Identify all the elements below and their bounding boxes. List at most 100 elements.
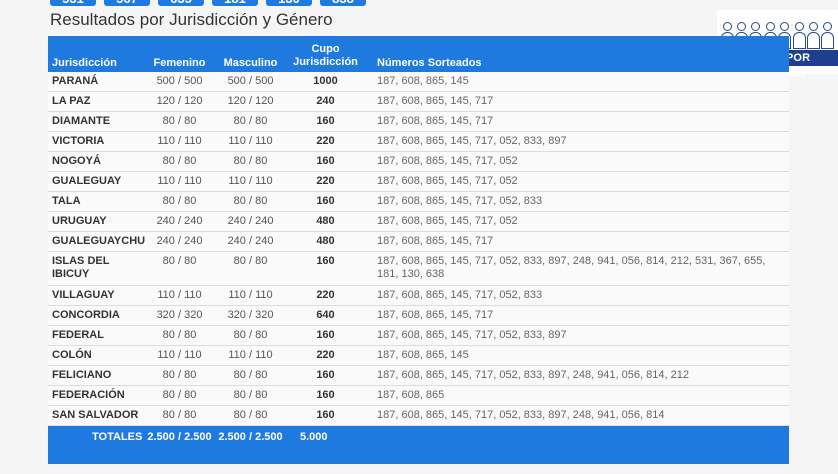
totals-empty-cell <box>365 425 789 464</box>
table-row: VICTORIA 110 / 110 110 / 110 220 187, 608, 8… <box>48 131 789 152</box>
cell-numeros-sorteados: 187, 608, 865, 145 <box>365 72 789 92</box>
col-header-jurisdiccion: Jurisdicción <box>48 36 144 72</box>
cell-cupo: 160 <box>286 405 365 426</box>
cell-jurisdiccion: PARANÁ <box>48 72 144 92</box>
cell-cupo: 220 <box>286 345 365 366</box>
page-title: Resultados por Jurisdicción y Género <box>50 10 333 29</box>
cell-numeros-sorteados: 187, 608, 865, 145, 717, 052, 833, 897, … <box>365 365 789 386</box>
cell-numeros-sorteados: 187, 608, 865, 145, 717, 052 <box>365 211 789 232</box>
totals-row: TOTALES 2.500 / 2.500 2.500 / 2.500 5.00… <box>48 425 789 464</box>
cell-cupo: 160 <box>286 151 365 172</box>
col-header-masculino: Masculino <box>215 36 286 72</box>
cell-numeros-sorteados: 187, 608, 865, 145, 717, 052, 833, 897 <box>365 131 789 152</box>
cell-masculino: 500 / 500 <box>215 72 286 92</box>
tab-number[interactable]: 567 <box>104 0 150 6</box>
col-header-numeros: Números Sorteados <box>365 36 789 72</box>
table-row: GUALEGUAYCHU 240 / 240 240 / 240 480 187, 60… <box>48 231 789 252</box>
cell-numeros-sorteados: 187, 608, 865, 145, 717 <box>365 91 789 112</box>
cell-masculino: 80 / 80 <box>215 151 286 172</box>
cell-femenino: 80 / 80 <box>144 151 215 172</box>
cell-jurisdiccion: URUGUAY <box>48 211 144 232</box>
cell-jurisdiccion: CONCORDIA <box>48 305 144 326</box>
cell-femenino: 80 / 80 <box>144 251 215 286</box>
cell-cupo: 1000 <box>286 72 365 92</box>
cell-cupo: 160 <box>286 111 365 132</box>
cell-cupo: 220 <box>286 285 365 306</box>
cell-femenino: 120 / 120 <box>144 91 215 112</box>
results-table-container: Jurisdicción Femenino Masculino Cupo Jur… <box>48 36 789 464</box>
cell-cupo: 220 <box>286 171 365 192</box>
cell-femenino: 80 / 80 <box>144 405 215 426</box>
cell-masculino: 120 / 120 <box>215 91 286 112</box>
cell-cupo: 240 <box>286 91 365 112</box>
table-row: GUALEGUAY 110 / 110 110 / 110 220 187, 608, … <box>48 171 789 192</box>
cell-cupo: 480 <box>286 231 365 252</box>
cell-jurisdiccion: SAN SALVADOR <box>48 405 144 426</box>
cell-masculino: 80 / 80 <box>215 385 286 406</box>
cell-femenino: 110 / 110 <box>144 345 215 366</box>
cell-cupo: 160 <box>286 365 365 386</box>
totals-femenino: 2.500 / 2.500 <box>144 425 215 464</box>
cell-jurisdiccion: FEDERACIÓN <box>48 385 144 406</box>
cell-cupo: 480 <box>286 211 365 232</box>
cell-femenino: 500 / 500 <box>144 72 215 92</box>
table-row: DIAMANTE 80 / 80 80 / 80 160 187, 608, 865, … <box>48 111 789 132</box>
cell-femenino: 80 / 80 <box>144 385 215 406</box>
table-row: COLÓN 110 / 110 110 / 110 220 187, 608, 865,… <box>48 345 789 366</box>
cell-masculino: 80 / 80 <box>215 111 286 132</box>
cell-jurisdiccion: LA PAZ <box>48 91 144 112</box>
cell-numeros-sorteados: 187, 608, 865, 145, 717 <box>365 305 789 326</box>
tab-number[interactable]: 531 <box>50 0 96 6</box>
totals-cupo: 5.000 <box>286 425 365 464</box>
juror-figure-icon <box>792 20 806 50</box>
tab-number[interactable]: 181 <box>212 0 258 6</box>
cell-numeros-sorteados: 187, 608, 865 <box>365 385 789 406</box>
table-row: SAN SALVADOR 80 / 80 80 / 80 160 187, 608, 8… <box>48 405 789 426</box>
cell-jurisdiccion: VILLAGUAY <box>48 285 144 306</box>
cell-numeros-sorteados: 187, 608, 865, 145, 717, 052, 833 <box>365 191 789 212</box>
table-row: URUGUAY 240 / 240 240 / 240 480 187, 608, 86… <box>48 211 789 232</box>
cell-numeros-sorteados: 187, 608, 865, 145, 717, 052 <box>365 171 789 192</box>
cell-femenino: 80 / 80 <box>144 325 215 346</box>
cell-jurisdiccion: ISLAS DEL IBICUY <box>48 251 144 286</box>
cell-masculino: 110 / 110 <box>215 131 286 152</box>
cell-masculino: 80 / 80 <box>215 405 286 426</box>
table-row: VILLAGUAY 110 / 110 110 / 110 220 187, 608, … <box>48 285 789 306</box>
tab-number[interactable]: 635 <box>158 0 204 6</box>
cell-femenino: 80 / 80 <box>144 365 215 386</box>
cell-femenino: 110 / 110 <box>144 171 215 192</box>
table-row: FEDERACIÓN 80 / 80 80 / 80 160 187, 608, 865 <box>48 385 789 406</box>
cell-jurisdiccion: NOGOYÁ <box>48 151 144 172</box>
cell-masculino: 240 / 240 <box>215 231 286 252</box>
col-header-cupo-line1: Cupo <box>311 43 340 55</box>
cell-numeros-sorteados: 187, 608, 865, 145, 717 <box>365 111 789 132</box>
cell-cupo: 160 <box>286 251 365 286</box>
cell-femenino: 320 / 320 <box>144 305 215 326</box>
jurisdiction-number-tabs: 531 567 635 181 130 838 <box>50 0 366 6</box>
cell-masculino: 110 / 110 <box>215 285 286 306</box>
totals-masculino: 2.500 / 2.500 <box>215 425 286 464</box>
cell-masculino: 80 / 80 <box>215 191 286 212</box>
juror-figure-icon <box>806 20 820 50</box>
table-row: FEDERAL 80 / 80 80 / 80 160 187, 608, 865, 1… <box>48 325 789 346</box>
table-row: TALA 80 / 80 80 / 80 160 187, 608, 865, 145,… <box>48 191 789 212</box>
cell-masculino: 80 / 80 <box>215 365 286 386</box>
col-header-cupo-line2: Jurisdicción <box>293 56 358 68</box>
tab-number[interactable]: 838 <box>320 0 366 6</box>
cell-cupo: 160 <box>286 191 365 212</box>
cell-jurisdiccion: GUALEGUAYCHU <box>48 231 145 252</box>
juror-figure-icon <box>821 20 835 50</box>
cell-numeros-sorteados: 187, 608, 865, 145 <box>365 345 789 366</box>
cell-cupo: 160 <box>286 385 365 406</box>
cell-jurisdiccion: DIAMANTE <box>48 111 144 132</box>
col-header-femenino: Femenino <box>144 36 215 72</box>
col-header-cupo: Cupo Jurisdicción <box>286 36 365 72</box>
cell-femenino: 110 / 110 <box>144 285 215 306</box>
cell-masculino: 320 / 320 <box>215 305 286 326</box>
table-header-row: Jurisdicción Femenino Masculino Cupo Jur… <box>48 36 789 72</box>
cell-masculino: 80 / 80 <box>215 251 286 286</box>
table-row: NOGOYÁ 80 / 80 80 / 80 160 187, 608, 865, 14… <box>48 151 789 172</box>
cell-numeros-sorteados: 187, 608, 865, 145, 717, 052, 833, 897, … <box>365 405 789 426</box>
tab-number[interactable]: 130 <box>266 0 312 6</box>
cell-jurisdiccion: TALA <box>48 191 144 212</box>
